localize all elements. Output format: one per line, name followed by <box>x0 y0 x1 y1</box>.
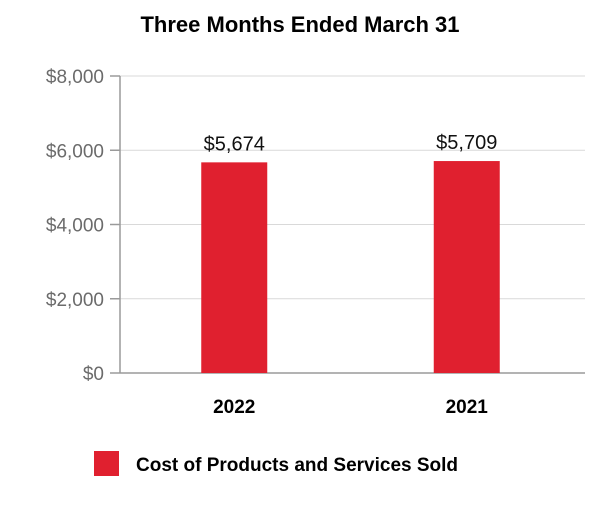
data-label: $5,674 <box>204 133 265 155</box>
legend-label: Cost of Products and Services Sold <box>136 455 458 476</box>
bar <box>201 162 268 373</box>
legend: Cost of Products and Services Sold <box>94 451 458 476</box>
x-tick-label: 2022 <box>213 397 255 418</box>
y-tick-label: $0 <box>83 364 104 385</box>
y-tick-label: $8,000 <box>46 67 104 88</box>
bars <box>201 161 500 373</box>
data-label: $5,709 <box>436 132 497 154</box>
gridlines <box>120 75 585 300</box>
y-tick-label: $2,000 <box>46 290 104 311</box>
bar <box>433 161 500 373</box>
legend-swatch <box>94 451 119 476</box>
labels: $0 $2,000 $4,000 $6,000 $8,000 $5,674 2022 $5,7… <box>46 67 497 418</box>
y-tick-label: $6,000 <box>46 141 104 162</box>
axes <box>110 75 585 374</box>
chart-title: Three Months Ended March 31 <box>140 12 459 37</box>
x-tick-label: 2021 <box>446 397 489 418</box>
y-tick-label: $4,000 <box>46 216 104 237</box>
